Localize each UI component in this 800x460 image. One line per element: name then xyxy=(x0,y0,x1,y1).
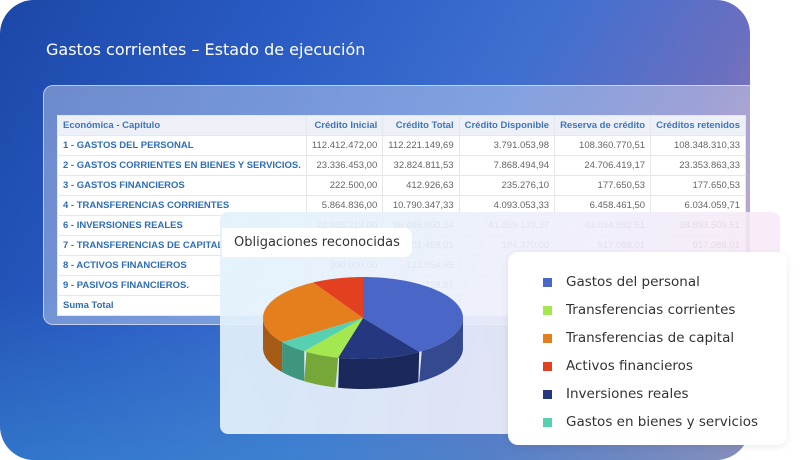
legend-swatch xyxy=(543,361,552,371)
pie-slice-side xyxy=(282,342,305,382)
table-cell: 24.706.419,17 xyxy=(554,155,652,176)
table-cell: 112.221.149,69 xyxy=(382,135,460,156)
legend-label: Inversiones reales xyxy=(566,386,689,402)
table-cell: 32.824.811,53 xyxy=(382,155,460,176)
legend-swatch xyxy=(543,305,552,315)
table-cell: 112.412.472,00 xyxy=(305,135,384,156)
pie-slice[interactable] xyxy=(282,318,363,352)
legend-label: Transferencias corrientes xyxy=(566,302,736,318)
pie-chart xyxy=(263,277,463,389)
column-header[interactable]: Crédito Total xyxy=(382,115,460,136)
table-cell: 108.348.310,33 xyxy=(650,135,747,156)
column-header[interactable]: Económica - Capítulo xyxy=(57,115,307,136)
table-cell: 108.360.770,51 xyxy=(554,135,652,156)
chart-legend: Gastos del personal Transferencias corrie… xyxy=(508,252,787,445)
table-cell: 3.791.053,98 xyxy=(458,135,556,156)
table-row: 4 - TRANSFERENCIAS CORRIENTES 5.864.836,0… xyxy=(57,195,747,216)
table-row: 1 - GASTOS DEL PERSONAL 112.412.472,00 112… xyxy=(57,135,747,156)
legend-label: Gastos del personal xyxy=(566,274,700,290)
legend-label: Transferencias de capital xyxy=(566,330,735,346)
legend-swatch xyxy=(543,389,552,399)
table-cell: 177.650,53 xyxy=(650,175,747,196)
legend-swatch xyxy=(543,333,552,343)
table-header-row: Económica - Capítulo Crédito Inicial Crédi… xyxy=(57,115,747,136)
pie-slice[interactable] xyxy=(363,277,463,352)
table-cell: 222.500,00 xyxy=(305,175,384,196)
pie-slice-side xyxy=(304,351,339,388)
column-header[interactable]: Crédito Inicial xyxy=(305,115,384,136)
legend-item[interactable]: Inversiones reales xyxy=(543,380,787,408)
table-cell: 23.336.453,00 xyxy=(305,155,384,176)
chart-title: Obligaciones reconocidas xyxy=(222,228,412,257)
pie-slice[interactable] xyxy=(313,277,363,318)
table-cell: 177.650,53 xyxy=(554,175,652,196)
legend-swatch xyxy=(543,417,552,427)
pie-slice[interactable] xyxy=(263,282,363,343)
pie-slice-side xyxy=(263,318,283,373)
legend-item[interactable]: Gastos del personal xyxy=(543,268,787,296)
pie-slice-side xyxy=(419,318,463,382)
table-row: 3 - GASTOS FINANCIEROS 222.500,00 412.926,… xyxy=(57,175,747,196)
pie-slice-side xyxy=(338,351,420,389)
pie-slice[interactable] xyxy=(338,318,420,359)
row-label-link[interactable]: 3 - GASTOS FINANCIEROS xyxy=(57,175,307,196)
table-cell: 23.353.863,33 xyxy=(650,155,747,176)
legend-label: Activos financieros xyxy=(566,358,693,374)
legend-item[interactable]: Gastos en bienes y servicios xyxy=(543,408,787,436)
table-cell: 7.868.494,94 xyxy=(458,155,556,176)
column-header[interactable]: Créditos retenidos xyxy=(650,115,747,136)
table-row: 2 - GASTOS CORRIENTES EN BIENES Y SERVIC… xyxy=(57,155,747,176)
legend-item[interactable]: Transferencias corrientes xyxy=(543,296,787,324)
row-label-link[interactable]: 1 - GASTOS DEL PERSONAL xyxy=(57,135,307,156)
legend-label: Gastos en bienes y servicios xyxy=(566,414,758,430)
table-cell: 235.276,10 xyxy=(458,175,556,196)
legend-swatch xyxy=(543,277,552,287)
legend-item[interactable]: Transferencias de capital xyxy=(543,324,787,352)
column-header[interactable]: Crédito Disponible xyxy=(458,115,556,136)
row-label-link[interactable]: 2 - GASTOS CORRIENTES EN BIENES Y SERVIC… xyxy=(57,155,307,176)
page-title: Gastos corrientes – Estado de ejecución xyxy=(46,40,366,59)
legend-item[interactable]: Activos financieros xyxy=(543,352,787,380)
pie-slice[interactable] xyxy=(304,318,363,358)
column-header[interactable]: Reserva de crédito xyxy=(554,115,652,136)
table-cell: 412.926,63 xyxy=(382,175,460,196)
